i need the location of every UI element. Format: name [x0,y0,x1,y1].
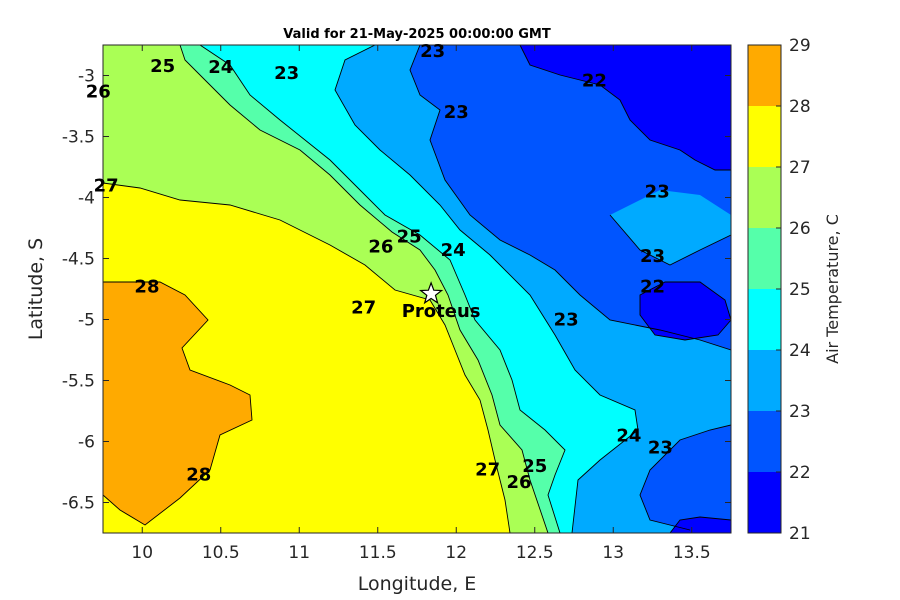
y-tick-label: -6.5 [62,494,95,514]
contour-label: 23 [648,438,673,459]
x-axis-ticks: 10 10.5 11 11.5 12 12.5 13 13.5 [131,45,711,563]
x-tick-label: 11.5 [359,543,397,563]
contour-label: 28 [134,277,159,298]
contour-fill-layers [103,45,731,533]
contour-label: 25 [150,56,175,77]
fill-band-21-north [520,45,731,170]
contour-line-26 [179,45,549,533]
colorbar-tick-label: 28 [789,97,811,117]
contour-label: 23 [444,102,469,123]
contour-label: 27 [475,460,500,481]
contour-label: 25 [522,456,547,477]
contour-label: 26 [86,81,111,102]
y-tick-label: -6 [78,433,95,453]
contour-line-24 [334,45,639,533]
fill-band-23-ne [610,190,731,265]
y-tick-label: -3 [78,67,95,87]
y-tick-label: -5.5 [62,372,95,392]
marker-label: Proteus [402,301,481,322]
contour-label: 22 [582,70,607,91]
contour-line-25 [199,45,566,533]
colorbar-swatch [748,45,781,106]
colorbar-label: Air Temperature, C [823,214,842,364]
colorbar-tick-label: 21 [789,524,811,544]
contour-label: 26 [507,472,532,493]
contour-label: 23 [645,182,670,203]
contour-line-27 [103,182,511,533]
fill-band-28 [103,282,252,525]
y-axis-label: Latitude, S [25,238,47,340]
x-tick-label: 10 [131,543,153,563]
colorbar-tick-label: 23 [789,402,811,422]
contour-line-23-ne [609,214,731,266]
colorbar: 21 22 23 24 25 26 27 28 29 [747,36,811,544]
colorbar-swatch [748,472,781,533]
contour-line-22-north [519,45,731,171]
colorbar-swatch [748,289,781,350]
contour-label: 23 [274,63,299,84]
colorbar-tick-label: 26 [789,219,811,239]
fill-band-22-north [410,45,731,530]
contour-label: 25 [397,227,422,248]
contour-line-28 [103,281,253,526]
markers: Proteus [402,281,481,322]
contour-label: 23 [554,310,579,331]
y-tick-label: -4.5 [62,250,95,270]
chart-title: Valid for 21-May-2025 00:00:00 GMT [283,27,551,42]
contour-label: 24 [616,426,641,447]
contour-label: 24 [441,240,466,261]
x-tick-label: 11 [288,543,310,563]
x-tick-label: 13 [602,543,624,563]
plot-frame [102,44,732,534]
x-tick-label: 10.5 [202,543,240,563]
colorbar-swatch [748,106,781,167]
contour-line-23 [409,45,731,351]
colorbar-tick-label: 25 [789,280,811,300]
contour-line-22-south [669,516,731,533]
contour-label: 23 [640,246,665,267]
fill-band-21-east [640,282,731,340]
contour-label: 26 [368,236,393,257]
x-axis-label: Longitude, E [358,573,477,595]
contour-line-23-south [639,424,731,531]
x-tick-label: 12 [445,543,467,563]
colorbar-tick-label: 29 [789,36,811,56]
y-axis-ticks: -3 -3.5 -4 -4.5 -5 -5.5 -6 -6.5 [62,67,731,514]
x-tick-label: 13.5 [673,543,711,563]
colorbar-swatch [748,228,781,289]
contour-label: 28 [186,465,211,486]
colorbar-swatch [748,411,781,472]
contour-label: 22 [640,277,665,298]
contour-label: 27 [351,297,376,318]
contour-line-22-east [639,281,731,341]
y-tick-label: -4 [78,189,95,209]
colorbar-swatch [748,167,781,228]
y-tick-label: -5 [78,311,95,331]
y-tick-label: -3.5 [62,128,95,148]
colorbar-swatch [748,350,781,411]
colorbar-tick-label: 22 [789,463,811,483]
contour-lines [103,45,731,533]
colorbar-tick-label: 24 [789,341,811,361]
contour-label: 23 [420,41,445,62]
contour-label: 24 [208,57,233,78]
contour-label: 27 [94,175,119,196]
colorbar-tick-label: 27 [789,158,811,178]
x-tick-label: 12.5 [516,543,554,563]
star-marker-icon [419,281,444,305]
